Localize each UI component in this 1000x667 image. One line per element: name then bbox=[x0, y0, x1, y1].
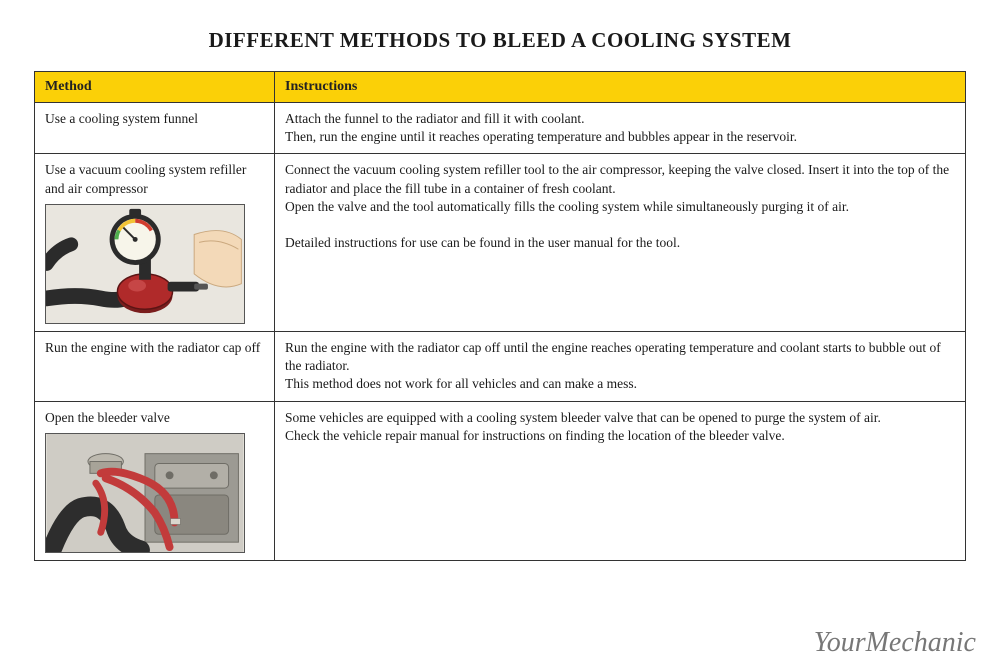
vacuum-refiller-tool-illustration bbox=[45, 204, 245, 324]
header-method: Method bbox=[35, 72, 275, 103]
method-label: Use a vacuum cooling system refiller and… bbox=[45, 161, 264, 197]
instructions-cell: Some vehicles are equipped with a coolin… bbox=[275, 401, 966, 560]
header-instructions: Instructions bbox=[275, 72, 966, 103]
methods-table: Method Instructions Use a cooling system… bbox=[34, 71, 966, 561]
instructions-cell: Connect the vacuum cooling system refill… bbox=[275, 154, 966, 331]
engine-bleeder-valve-illustration bbox=[45, 433, 245, 553]
instructions-cell: Run the engine with the radiator cap off… bbox=[275, 331, 966, 401]
brand-watermark: YourMechanic bbox=[814, 627, 976, 659]
instructions-cell: Attach the funnel to the radiator and fi… bbox=[275, 103, 966, 154]
table-row: Use a vacuum cooling system refiller and… bbox=[35, 154, 966, 331]
method-label: Use a cooling system funnel bbox=[45, 110, 264, 128]
table-row: Run the engine with the radiator cap off… bbox=[35, 331, 966, 401]
table-row: Open the bleeder valve bbox=[35, 401, 966, 560]
table-row: Use a cooling system funnel Attach the f… bbox=[35, 103, 966, 154]
method-label: Run the engine with the radiator cap off bbox=[45, 339, 264, 357]
method-label: Open the bleeder valve bbox=[45, 409, 264, 427]
page-title: DIFFERENT METHODS TO BLEED A COOLING SYS… bbox=[34, 28, 966, 53]
